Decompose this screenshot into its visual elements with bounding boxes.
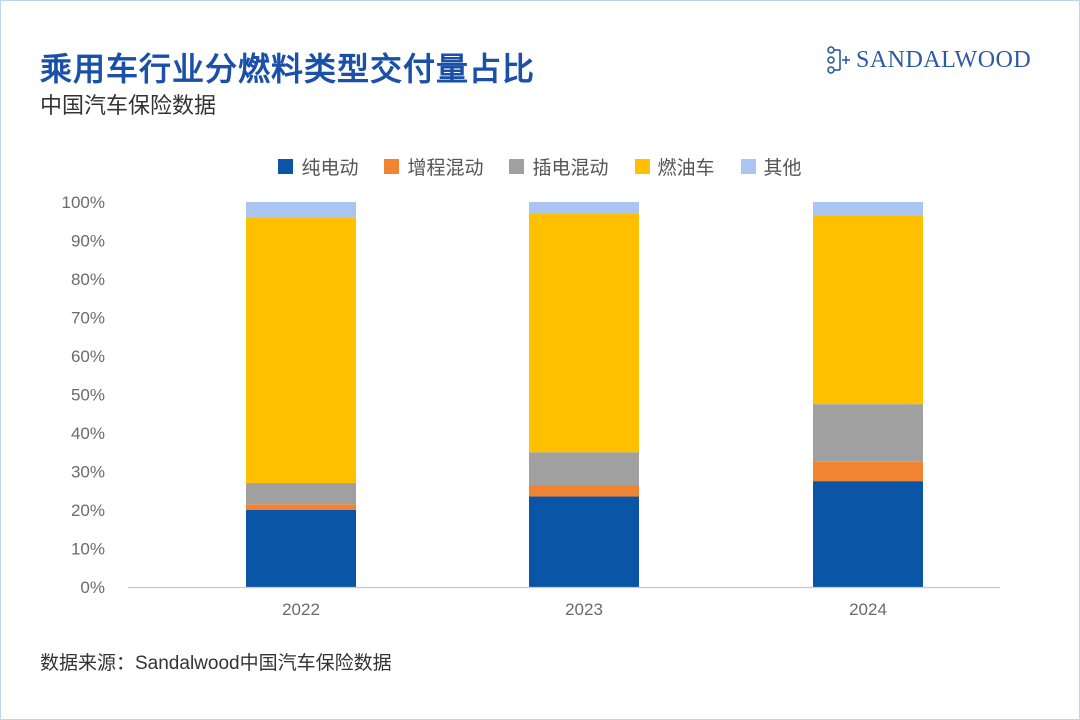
bar-segment bbox=[813, 404, 923, 462]
y-tick-label: 80% bbox=[71, 270, 105, 289]
y-tick-label: 60% bbox=[71, 347, 105, 366]
y-tick-label: 100% bbox=[62, 193, 105, 212]
y-tick-label: 40% bbox=[71, 424, 105, 443]
bar-segment bbox=[529, 484, 639, 497]
x-tick-label: 2022 bbox=[282, 600, 320, 619]
legend-label: 插电混动 bbox=[532, 158, 609, 179]
data-source-note: 数据来源：Sandalwood中国汽车保险数据 bbox=[40, 653, 392, 674]
logo-text: SANDALWOOD bbox=[856, 46, 1032, 73]
page-subtitle: 中国汽车保险数据 bbox=[40, 93, 217, 118]
y-tick-label: 50% bbox=[71, 386, 105, 405]
y-tick-label: 20% bbox=[71, 501, 105, 520]
legend-swatch bbox=[278, 159, 294, 174]
bar-segment bbox=[246, 202, 356, 218]
legend-label: 其他 bbox=[763, 158, 802, 179]
y-tick-label: 10% bbox=[71, 540, 105, 559]
page-title: 乘用车行业分燃料类型交付量占比 bbox=[40, 51, 536, 87]
bar-segment bbox=[246, 510, 356, 587]
bar-segment bbox=[813, 202, 923, 216]
y-tick-label: 70% bbox=[71, 309, 105, 328]
bar-segment bbox=[813, 461, 923, 482]
chart-legend: 纯电动 增程混动 插电混动 燃油车 其他 bbox=[0, 153, 1080, 180]
bar-segment bbox=[246, 483, 356, 505]
legend-swatch bbox=[634, 159, 650, 174]
legend-swatch bbox=[509, 159, 525, 174]
bar-segment bbox=[813, 215, 923, 405]
legend-label: 纯电动 bbox=[301, 158, 359, 179]
bar-segment bbox=[246, 217, 356, 484]
x-tick-label: 2023 bbox=[565, 600, 603, 619]
legend-label: 燃油车 bbox=[657, 158, 715, 179]
legend-item: 燃油车 bbox=[634, 153, 715, 180]
y-tick-label: 30% bbox=[71, 463, 105, 482]
bar-segment bbox=[529, 202, 639, 214]
legend-item: 纯电动 bbox=[278, 153, 358, 180]
bar-segment bbox=[529, 496, 639, 587]
legend-label: 增程混动 bbox=[407, 158, 484, 179]
y-tick-label: 0% bbox=[80, 578, 105, 597]
sandalwood-logo-mark-icon bbox=[827, 46, 850, 74]
y-tick-label: 90% bbox=[71, 232, 105, 251]
bar-segment bbox=[813, 481, 923, 587]
bar-segment bbox=[246, 504, 356, 510]
x-tick-label: 2024 bbox=[849, 600, 887, 619]
legend-item: 其他 bbox=[740, 153, 802, 180]
legend-swatch bbox=[740, 159, 756, 174]
legend-item: 增程混动 bbox=[384, 153, 483, 180]
brand-logo: SANDALWOOD bbox=[826, 42, 1031, 78]
bar-segment bbox=[529, 452, 639, 485]
legend-item: 插电混动 bbox=[509, 153, 609, 180]
legend-swatch bbox=[384, 159, 400, 174]
bar-segment bbox=[529, 213, 639, 453]
